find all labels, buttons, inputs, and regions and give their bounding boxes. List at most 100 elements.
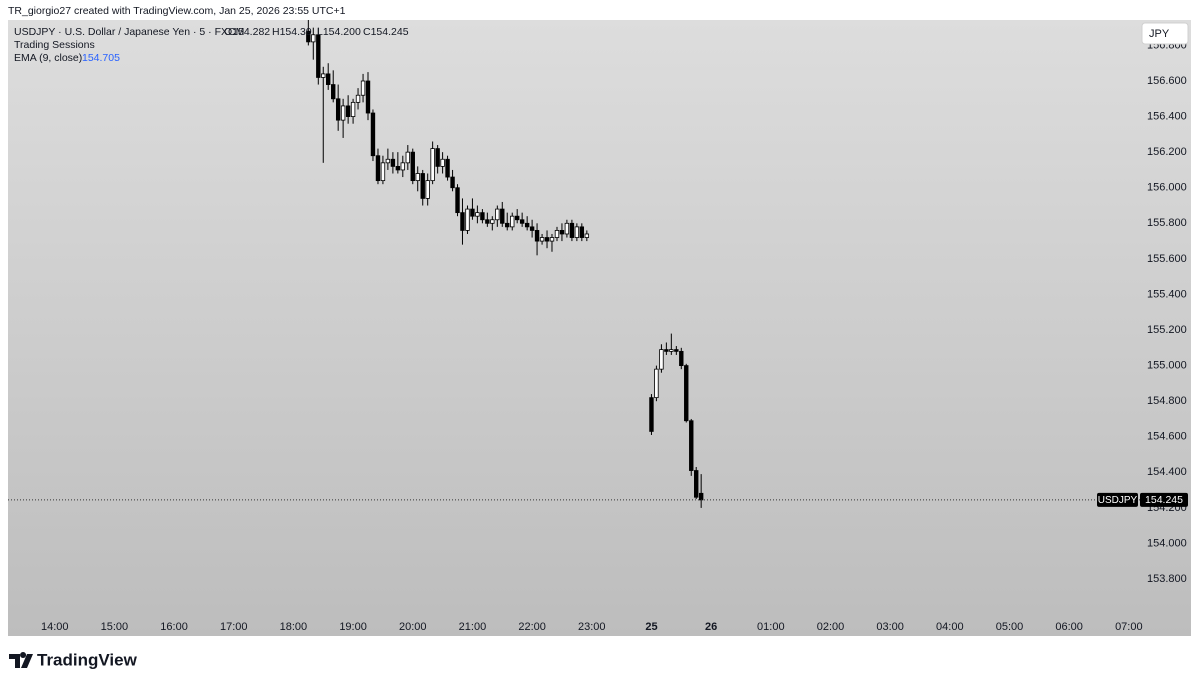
candle-body [340,105,346,121]
plot-area [8,20,1140,508]
candle-body [674,349,679,352]
candle-body [326,73,331,85]
y-tick-label: 154.600 [1147,431,1187,443]
y-tick-label: 156.600 [1147,75,1187,87]
candle-body [470,208,475,217]
y-tick-label: 154.000 [1147,537,1187,549]
ema-value: 154.705 [82,52,120,64]
x-tick-label: 06:00 [1055,621,1083,633]
y-tick-label: 155.200 [1147,324,1187,336]
legend: USDJPY · U.S. Dollar / Japanese Yen · 5 … [14,26,409,64]
candle-body [380,162,386,182]
candle-body [664,349,669,352]
currency-button-label[interactable]: JPY [1149,28,1170,40]
candle-body [480,212,485,221]
ohlc-low: L154.200 [317,26,361,38]
candle-body [465,208,470,231]
candle-body [445,158,450,178]
candle-body [400,162,405,171]
candle-body [654,368,659,399]
x-tick-label: 05:00 [996,621,1024,633]
x-tick-label: 15:00 [101,621,129,633]
chart-background [8,20,1191,636]
candle-body [331,84,336,100]
candle-body [410,151,415,182]
candle-body [534,230,540,242]
x-tick-label: 23:00 [578,621,606,633]
y-tick-label: 155.000 [1147,360,1187,372]
candle-body [549,237,555,242]
currency-button[interactable]: JPY [1141,22,1189,45]
candle-body [679,350,684,367]
currency-button-bg[interactable] [1141,22,1189,45]
x-tick-label: 21:00 [459,621,487,633]
candle-body [430,148,435,182]
ohlc-high: H154.39 [272,26,312,38]
x-tick-label: 20:00 [399,621,427,633]
candle-body [450,176,455,189]
x-tick-label: 16:00 [160,621,188,633]
last-price-tag-bg [1140,492,1188,507]
candle-body [335,98,341,121]
candle-body [669,349,674,352]
candle-body [316,34,321,78]
y-tick-label: 156.400 [1147,110,1187,122]
candle-body [698,492,704,501]
x-tick-label: 25 [645,621,657,633]
candle-body [415,173,420,182]
candle-body [564,222,570,235]
symbol-title: USDJPY · U.S. Dollar / Japanese Yen · 5 … [14,26,244,38]
candle-body [574,226,580,238]
x-tick-label: 04:00 [936,621,964,633]
candle-body [321,73,326,78]
y-tick-label: 155.400 [1147,288,1187,300]
candle-body [440,158,445,167]
candle-body [405,151,411,164]
candle-body [519,219,525,224]
candle-body [360,80,366,96]
candle-body [539,237,545,242]
candle-body [350,101,356,117]
candle-body [475,212,480,217]
symbol-tag: USDJPY [1098,495,1138,506]
y-tick-label: 156.200 [1147,146,1187,158]
indicator-name: Trading Sessions [14,39,95,51]
symbol-tag-bg [1097,492,1138,507]
candle-body [544,237,550,242]
x-tick-label: 03:00 [876,621,904,633]
x-tick-label: 26 [705,621,717,633]
candle-body [500,208,505,224]
candle-body [684,365,689,422]
candle-body [505,222,510,228]
candle-body [425,180,430,199]
candle-body [375,155,381,182]
candle-body [460,212,465,231]
candle-body [435,148,440,167]
x-tick-label: 01:00 [757,621,785,633]
candle-body [395,165,401,171]
candle-body [455,187,460,214]
candle-body [584,233,590,238]
x-tick-label: 19:00 [339,621,367,633]
axes: 153.800154.000154.200154.400154.600154.8… [41,39,1188,633]
candle-body [529,226,535,231]
brand-logo [9,652,33,668]
candle-body [510,215,515,228]
candle-body [579,226,585,238]
last-price-tag: 154.245 [1145,494,1183,506]
candle-body [554,230,560,238]
y-tick-label: 154.800 [1147,395,1187,407]
brand-name: TradingView [37,650,138,669]
y-tick-label: 156.000 [1147,182,1187,194]
candle-body [524,222,530,228]
candle-body [694,470,699,498]
candle-body [514,215,520,221]
candle-body [311,34,316,43]
candle-body [485,219,490,224]
y-tick-label: 154.400 [1147,466,1187,478]
credit: TR_giorgio27 created with TradingView.co… [8,5,346,17]
y-tick-label: 155.600 [1147,253,1187,265]
x-tick-label: 18:00 [280,621,308,633]
